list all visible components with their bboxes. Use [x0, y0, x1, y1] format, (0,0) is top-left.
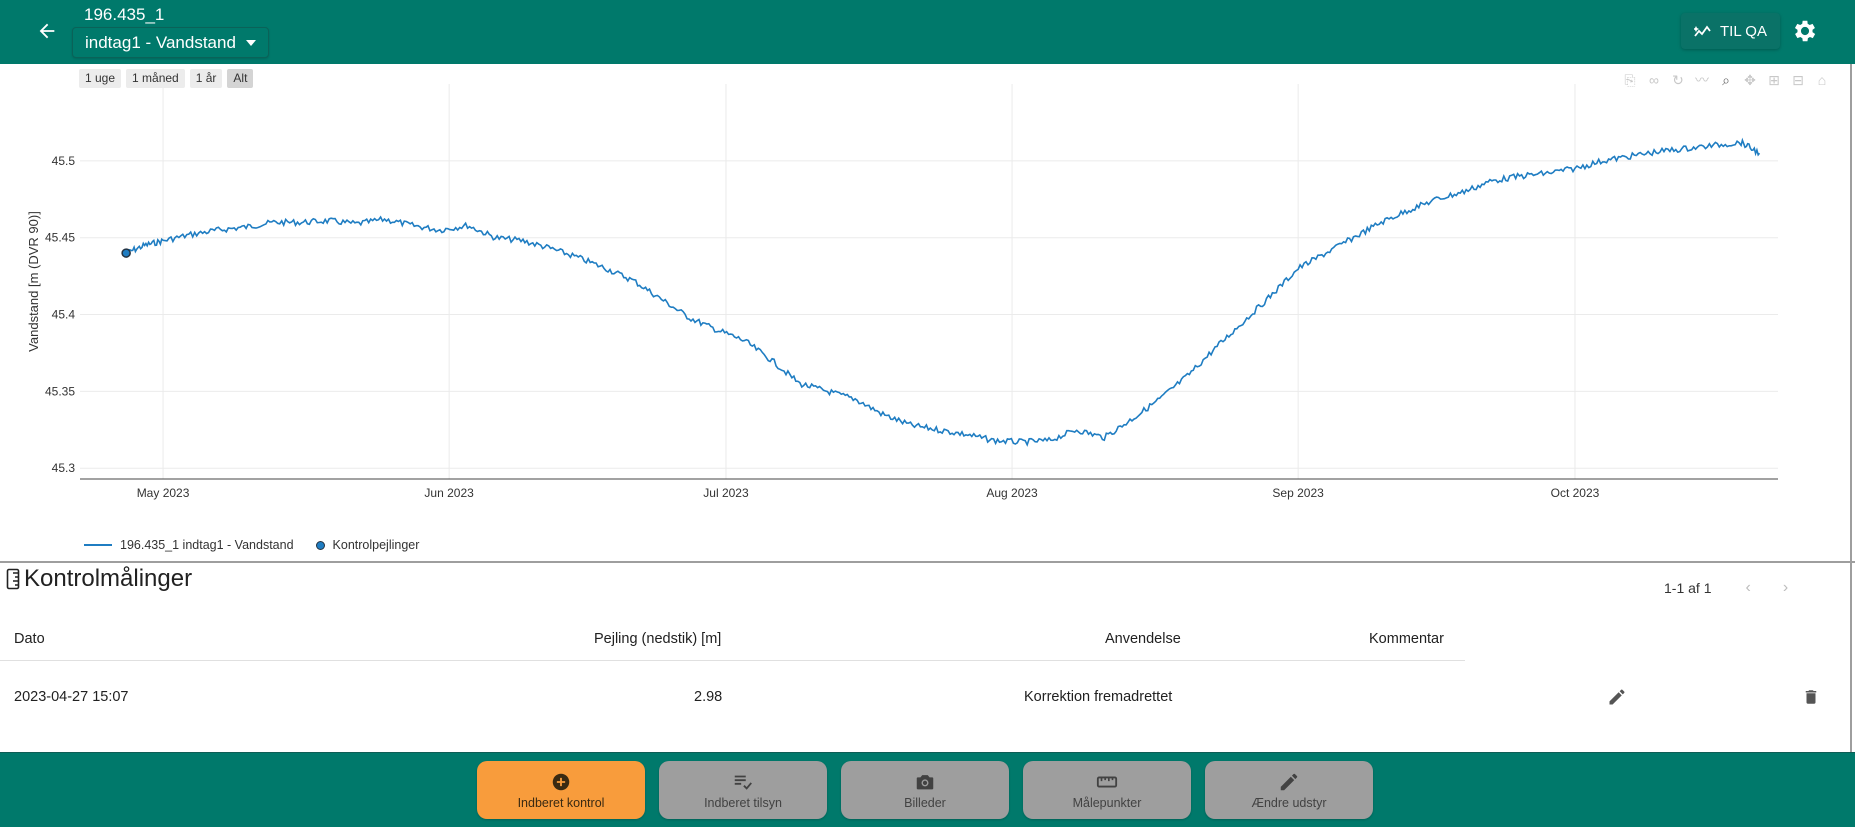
x-tick-label: Aug 2023 — [986, 486, 1038, 500]
range-all-button[interactable]: Alt — [227, 69, 254, 88]
camera-icon — [916, 774, 934, 789]
section-title-text: Kontrolmålinger — [24, 565, 193, 592]
location-id: 196.435_1 — [84, 5, 165, 24]
col-header-date[interactable]: Dato — [14, 630, 45, 647]
range-1-year-button[interactable]: 1 år — [189, 69, 223, 88]
cell-measurement: 2.98 — [694, 689, 723, 705]
add-circle-icon — [552, 773, 570, 790]
rotate-icon[interactable]: ↻ — [1672, 72, 1684, 88]
trash-icon — [1805, 690, 1817, 704]
range-1-month-button[interactable]: 1 måned — [126, 69, 185, 88]
y-tick-label: 45.3 — [52, 461, 76, 475]
back-button[interactable] — [30, 14, 64, 48]
plot-modebar: ⎘ ∞ ↻ 〰 ⌕ ✥ ⊞ ⊟ ⌂ — [1621, 71, 1831, 89]
checklist-icon — [734, 775, 752, 790]
delete-row-button[interactable] — [1797, 683, 1825, 711]
cell-date: 2023-04-27 15:07 — [14, 689, 129, 705]
gear-icon — [1794, 20, 1816, 42]
table-pager: 1-1 af 1 ‹ › — [1664, 579, 1788, 597]
cell-usage: Korrektion fremadrettet — [1024, 689, 1173, 705]
report-control-button[interactable]: Indberet kontrol — [477, 761, 645, 819]
edit-row-button[interactable] — [1603, 683, 1631, 711]
zoom-in-icon[interactable]: ⊞ — [1768, 72, 1780, 88]
ruler-icon — [6, 568, 20, 590]
legend-item-series[interactable]: 196.435_1 indtag1 - Vandstand — [84, 538, 294, 552]
timeseries-plot[interactable]: 45.3 45.35 45.4 45.45 45.5 May 2023 Jun 2023 Ju… — [0, 64, 1855, 561]
zoom-out-icon[interactable]: ⊟ — [1792, 72, 1804, 88]
ruler-horizontal-icon — [1096, 776, 1118, 787]
change-equipment-button[interactable]: Ændre udstyr — [1205, 761, 1373, 819]
legend-series-label: 196.435_1 indtag1 - Vandstand — [120, 538, 294, 552]
x-tick-label: Jul 2023 — [703, 486, 749, 500]
report-inspection-label: Indberet tilsyn — [704, 795, 782, 810]
y-tick-label: 45.4 — [52, 308, 76, 322]
caret-down-icon — [245, 39, 256, 46]
table-row[interactable]: 2023-04-27 15:07 2.98 Korrektion fremadr… — [0, 661, 1850, 733]
range-selector: 1 uge 1 måned 1 år Alt — [79, 69, 254, 88]
pencil-icon — [1609, 689, 1625, 705]
pencil-icon — [1280, 773, 1298, 790]
table-header: Dato Pejling (nedstik) [m] Anvendelse Ko… — [0, 617, 1465, 661]
x-tick-label: May 2023 — [137, 486, 190, 500]
measure-points-label: Målepunkter — [1072, 795, 1142, 810]
series-line-vandstand — [126, 137, 1761, 447]
pan-icon[interactable]: ✥ — [1744, 72, 1756, 88]
report-control-label: Indberet kontrol — [517, 795, 605, 810]
settings-button[interactable] — [1791, 17, 1819, 45]
home-icon[interactable]: ⌂ — [1817, 72, 1827, 88]
y-tick-label: 45.45 — [45, 231, 75, 245]
zoom-icon[interactable]: ⌕ — [1722, 72, 1730, 88]
legend-dot-swatch — [315, 540, 325, 550]
chart-sparkle-icon — [1694, 25, 1711, 37]
measure-points-button[interactable]: Målepunkter — [1023, 761, 1191, 819]
section-title: Kontrolmålinger — [6, 565, 192, 593]
to-qa-label: TIL QA — [1720, 22, 1767, 40]
col-header-comment[interactable]: Kommentar — [1369, 630, 1444, 647]
line-icon[interactable]: 〰 — [1695, 72, 1709, 88]
chart-legend: 196.435_1 indtag1 - Vandstand Kontrolpej… — [84, 538, 441, 552]
pager-text: 1-1 af 1 — [1664, 580, 1712, 596]
x-tick-label: Sep 2023 — [1272, 486, 1324, 500]
y-tick-label: 45.35 — [45, 384, 75, 398]
link-icon[interactable]: ∞ — [1649, 72, 1659, 88]
timeseries-select[interactable]: indtag1 - Vandstand — [72, 27, 269, 58]
right-border — [1850, 64, 1852, 752]
change-equipment-label: Ændre udstyr — [1251, 795, 1327, 810]
section-divider — [0, 561, 1855, 563]
col-header-measurement[interactable]: Pejling (nedstik) [m] — [594, 630, 722, 647]
to-qa-button[interactable]: TIL QA — [1681, 13, 1780, 49]
next-page-icon[interactable]: › — [1782, 579, 1789, 596]
control-point — [121, 248, 131, 258]
bottom-action-bar: Indberet kontrol Indberet tilsyn Billede… — [0, 752, 1855, 827]
range-1-week-button[interactable]: 1 uge — [79, 69, 122, 88]
images-button[interactable]: Billeder — [841, 761, 1009, 819]
col-header-usage[interactable]: Anvendelse — [1105, 630, 1181, 647]
prev-page-icon[interactable]: ‹ — [1745, 579, 1751, 596]
download-icon[interactable]: ⎘ — [1624, 72, 1636, 88]
report-inspection-button[interactable]: Indberet tilsyn — [659, 761, 827, 819]
timeseries-select-value: indtag1 - Vandstand — [85, 32, 236, 52]
y-axis-title: Vandstand [m (DVR 90)] — [26, 211, 41, 352]
legend-item-control[interactable]: Kontrolpejlinger — [315, 538, 420, 552]
y-tick-label: 45.5 — [52, 154, 76, 168]
chart-canvas[interactable]: 45.3 45.35 45.4 45.45 45.5 May 2023 Jun 2023 Ju… — [0, 64, 1855, 561]
control-measurements-section: Kontrolmålinger 1-1 af 1 ‹ › Dato Pejlin… — [0, 563, 1850, 752]
legend-control-label: Kontrolpejlinger — [332, 538, 420, 552]
x-tick-label: Jun 2023 — [424, 486, 474, 500]
legend-line-swatch — [84, 544, 112, 546]
arrow-left-icon — [39, 23, 55, 39]
top-app-bar: 196.435_1 indtag1 - Vandstand TIL QA — [0, 0, 1855, 64]
x-tick-label: Oct 2023 — [1551, 486, 1600, 500]
images-label: Billeder — [904, 795, 946, 810]
